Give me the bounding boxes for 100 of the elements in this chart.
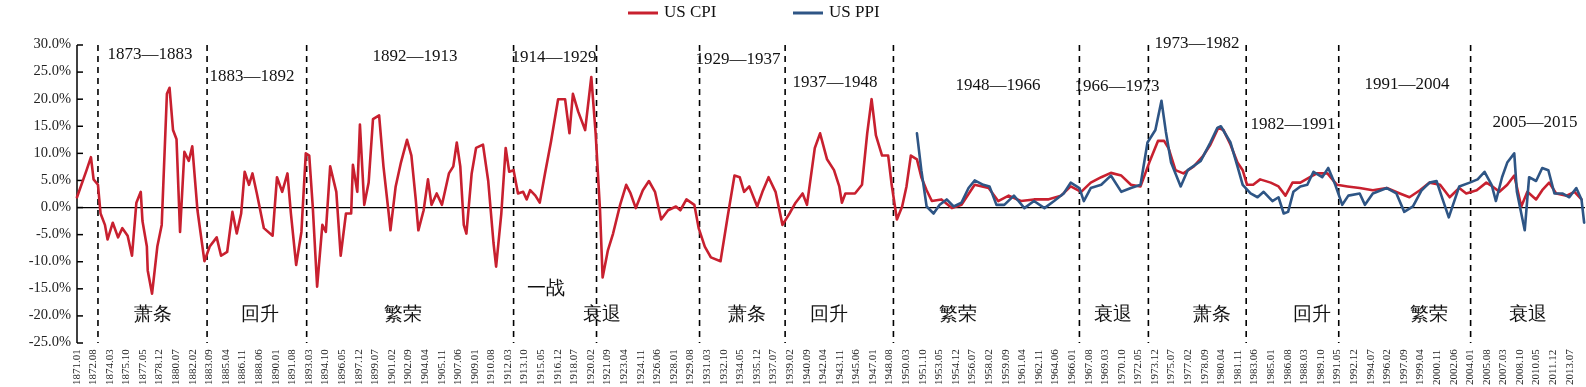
legend-label: US CPI xyxy=(664,1,717,21)
x-tick-label: 1967.08 xyxy=(1081,348,1094,385)
y-tick-label: -20.0% xyxy=(28,306,71,323)
annotation: 衰退 xyxy=(1509,303,1547,325)
annotation: 1948—1966 xyxy=(955,74,1041,94)
x-tick-label: 1966.01 xyxy=(1064,349,1077,385)
annotation: 回升 xyxy=(1293,303,1331,325)
annotation: 1937—1948 xyxy=(792,71,878,91)
x-tick-label: 1964.06 xyxy=(1048,348,1061,385)
x-tick-label: 1991.05 xyxy=(1330,348,1343,385)
x-tick-label: 1935.12 xyxy=(749,349,762,385)
x-tick-label: 1883.09 xyxy=(202,348,215,385)
x-tick-label: 2011.12 xyxy=(1546,349,1559,385)
x-tick-label: 1897.12 xyxy=(351,349,364,385)
x-tick-label: 2008.10 xyxy=(1512,348,1525,385)
x-tick-label: 1959.09 xyxy=(998,348,1011,385)
x-tick-label: 1943.11 xyxy=(832,349,845,385)
x-tick-label: 1905.11 xyxy=(434,349,447,385)
annotation: 1892—1913 xyxy=(372,45,458,65)
x-tick-label: 2010.05 xyxy=(1529,348,1542,385)
x-tick-label: 1915.05 xyxy=(534,348,546,385)
annotation: 繁荣 xyxy=(384,303,422,325)
x-tick-label: 1975.07 xyxy=(1164,348,1177,385)
x-tick-label: 1950.03 xyxy=(899,348,912,385)
x-tick-label: 1890.01 xyxy=(268,349,281,385)
y-tick-label: 10.0% xyxy=(33,143,71,160)
x-tick-label: 1880.07 xyxy=(169,348,182,385)
x-tick-label: 1956.07 xyxy=(965,348,978,385)
annotation: 1966—1973 xyxy=(1074,75,1160,95)
x-tick-label: 1909.01 xyxy=(467,349,480,385)
x-tick-label: 1875.10 xyxy=(119,348,132,385)
annotation: 1973—1982 xyxy=(1154,32,1240,52)
x-tick-label: 1931.03 xyxy=(699,348,712,385)
x-tick-label: 1885.04 xyxy=(218,348,231,385)
annotation: 萧条 xyxy=(134,303,172,325)
annotation: 回升 xyxy=(810,303,848,325)
x-tick-label: 2013.07 xyxy=(1562,348,1575,385)
x-tick-label: 1891.08 xyxy=(285,348,298,385)
x-tick-label: 1980.04 xyxy=(1214,348,1227,385)
x-tick-label: 1999.04 xyxy=(1413,348,1426,385)
x-tick-label: 1872.08 xyxy=(86,348,99,385)
x-tick-label: 2007.03 xyxy=(1496,348,1509,385)
y-tick-label: 5.0% xyxy=(40,170,71,187)
annotation: 1929—1937 xyxy=(695,48,781,68)
x-tick-label: 1886.11 xyxy=(235,349,248,385)
y-tick-label: -15.0% xyxy=(28,279,71,296)
x-tick-label: 1871.01 xyxy=(69,349,82,385)
annotation: 1873—1883 xyxy=(107,43,193,63)
x-tick-label: 1981.11 xyxy=(1230,349,1243,385)
x-tick-label: 1985.01 xyxy=(1264,349,1277,385)
annotation: 衰退 xyxy=(583,303,621,325)
x-tick-label: 1929.08 xyxy=(683,348,696,385)
annotation: 1982—1991 xyxy=(1250,113,1336,133)
x-tick-label: 1882.02 xyxy=(185,349,198,385)
annotation: 回升 xyxy=(241,303,279,325)
x-tick-label: 1978.09 xyxy=(1197,348,1210,385)
y-tick-label: 30.0% xyxy=(33,35,71,52)
x-tick-label: 1932.10 xyxy=(716,348,729,385)
x-tick-label: 1973.12 xyxy=(1147,349,1160,385)
y-tick-label: -10.0% xyxy=(28,252,71,269)
x-tick-label: 1907.06 xyxy=(451,348,464,385)
annotation: 一战 xyxy=(527,277,565,299)
annotation: 萧条 xyxy=(1193,303,1231,325)
annotation: 萧条 xyxy=(728,303,766,325)
x-tick-label: 1992.12 xyxy=(1347,349,1360,385)
x-tick-label: 1997.09 xyxy=(1396,348,1409,385)
x-tick-label: 1888.06 xyxy=(252,348,265,385)
x-tick-label: 1969.03 xyxy=(1098,348,1111,385)
x-tick-label: 1918.07 xyxy=(567,348,580,385)
x-tick-label: 1986.08 xyxy=(1280,348,1293,385)
x-tick-label: 2000.11 xyxy=(1429,349,1442,385)
x-tick-label: 1937.07 xyxy=(766,348,779,385)
x-tick-label: 1910.08 xyxy=(484,348,497,385)
x-tick-label: 1920.02 xyxy=(583,349,596,385)
x-tick-label: 1994.07 xyxy=(1363,348,1376,385)
x-tick-label: 1902.09 xyxy=(401,348,414,385)
line-series xyxy=(915,99,1586,232)
x-tick-label: 1894.10 xyxy=(318,348,331,385)
x-tick-label: 1913.10 xyxy=(517,348,530,385)
y-tick-label: -5.0% xyxy=(35,224,71,241)
annotation: 2005—2015 xyxy=(1492,111,1578,131)
y-tick-label: 25.0% xyxy=(33,62,71,79)
x-tick-label: 1983.06 xyxy=(1247,348,1260,385)
x-tick-label: 2002.06 xyxy=(1446,348,1459,385)
x-tick-label: 1904.04 xyxy=(417,348,430,385)
x-tick-label: 1893.03 xyxy=(301,348,314,385)
x-tick-label: 2005.08 xyxy=(1479,348,1492,385)
x-tick-label: 1896.05 xyxy=(334,348,347,385)
annotation: 1991—2004 xyxy=(1364,73,1450,93)
annotation: 1914—1929 xyxy=(511,46,597,66)
x-tick-label: 1939.02 xyxy=(782,349,795,385)
annotation: 1883—1892 xyxy=(209,65,295,85)
x-tick-label: 1878.12 xyxy=(152,349,165,385)
x-tick-label: 1934.05 xyxy=(733,348,746,385)
x-tick-label: 1970.10 xyxy=(1114,348,1127,385)
x-tick-label: 1923.04 xyxy=(616,348,629,385)
y-tick-label: 15.0% xyxy=(33,116,71,133)
x-tick-label: 1942.04 xyxy=(816,348,829,385)
x-tick-label: 1924.11 xyxy=(633,349,646,385)
x-tick-label: 1988.03 xyxy=(1297,348,1310,385)
